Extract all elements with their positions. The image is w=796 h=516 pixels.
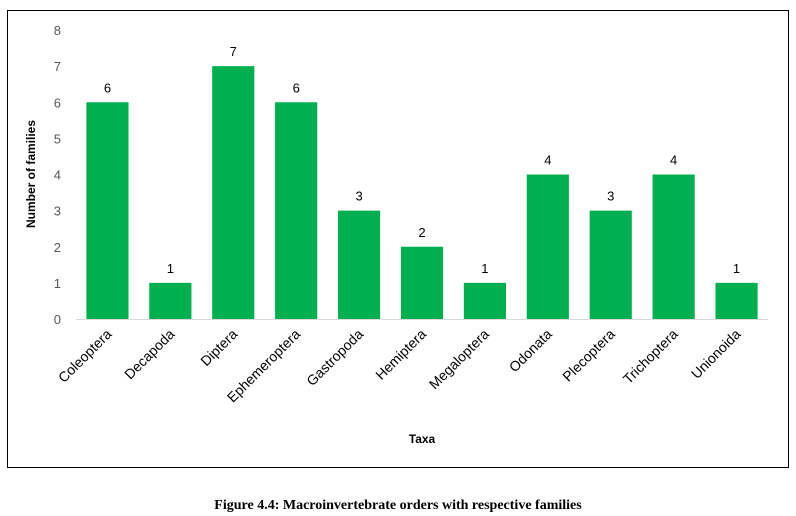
figure-caption: Figure 4.4: Macroinvertebrate orders wit… [214,498,582,513]
bar-unionoida [715,282,758,319]
data-label-unionoida: 1 [733,261,740,276]
bar-megaloptera [463,282,506,319]
x-axis-title: Taxa [409,432,436,446]
bar-coleoptera [86,102,129,319]
bar-diptera [212,66,255,319]
y-tick-label-7: 7 [54,59,61,74]
x-tick-label-decapoda: Decapoda [121,326,178,383]
bar-hemiptera [400,246,444,319]
bars [86,66,758,319]
data-label-decapoda: 1 [167,261,174,276]
y-tick-label-1: 1 [54,276,61,291]
x-tick-label-unionoida: Unionoida [688,326,744,382]
y-tick-label-2: 2 [54,240,61,255]
y-tick-label-8: 8 [54,23,61,38]
y-axis-ticks: 0 1 2 3 4 5 6 7 8 [54,23,61,327]
bar-decapoda [149,282,192,319]
x-tick-label-odonata: Odonata [506,326,555,375]
y-tick-label-6: 6 [54,95,61,110]
bar-gastropoda [338,210,381,319]
data-label-hemiptera: 2 [418,225,425,240]
chart-frame: 0 1 2 3 4 5 6 7 8 6 1 7 6 3 2 1 4 3 4 1 Coleoptera Decapoda… [7,10,789,468]
data-label-plecoptera: 3 [607,189,614,204]
data-label-diptera: 7 [230,44,237,59]
x-tick-label-hemiptera: Hemiptera [372,326,429,383]
data-label-megaloptera: 1 [481,261,488,276]
y-axis-title: Number of families [24,120,38,228]
data-label-coleoptera: 6 [104,80,111,95]
bar-chart: 0 1 2 3 4 5 6 7 8 6 1 7 6 3 2 1 4 3 4 1 Coleoptera Decapoda… [24,23,768,446]
y-tick-label-3: 3 [54,204,61,219]
y-tick-label-5: 5 [54,131,61,146]
bar-plecoptera [589,210,632,319]
x-tick-label-coleoptera: Coleoptera [55,326,115,386]
data-label-gastropoda: 3 [355,189,362,204]
bar-ephemeroptera [275,102,318,319]
x-tick-label-diptera: Diptera [197,326,240,369]
bar-trichoptera [652,174,695,319]
y-tick-label-4: 4 [54,168,61,183]
data-label-ephemeroptera: 6 [293,80,300,95]
data-labels: 6 1 7 6 3 2 1 4 3 4 1 [104,44,740,276]
y-tick-label-0: 0 [54,312,61,327]
x-tick-label-megaloptera: Megaloptera [426,326,492,392]
bar-odonata [526,174,569,319]
data-label-trichoptera: 4 [670,153,677,168]
x-tick-label-plecoptera: Plecoptera [559,326,618,385]
data-label-odonata: 4 [544,153,551,168]
x-tick-label-gastropoda: Gastropoda [303,326,366,389]
x-tick-label-trichoptera: Trichoptera [620,326,681,387]
